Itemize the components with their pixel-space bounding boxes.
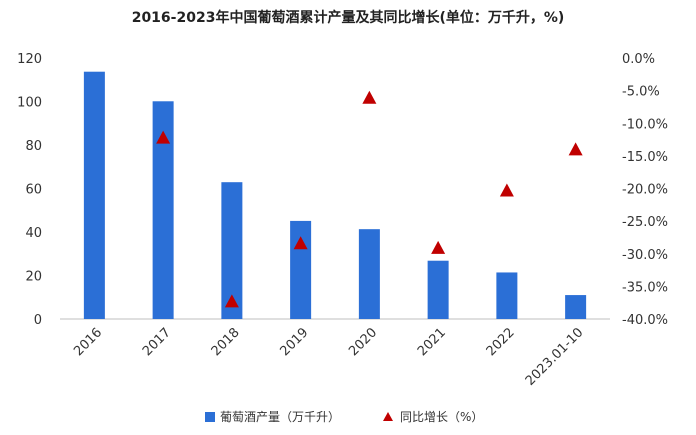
growth-marker [156, 130, 171, 144]
growth-marker [293, 236, 308, 250]
x-tick-label: 2020 [346, 325, 380, 359]
bars-layer [83, 71, 587, 319]
x-tick-label: 2018 [209, 325, 243, 359]
y-right-tick-label: -20.0% [622, 183, 668, 198]
growth-marker [362, 90, 377, 104]
y-right-tick-label: -15.0% [622, 150, 668, 165]
axis-layer: 0 20 40 60 80 100 120 -40.0% -35.0% -30.0% -25.0% -… [17, 52, 668, 328]
legend-label-production: 葡萄酒产量（万千升） [220, 410, 340, 424]
y-left-tick-label: 0 [34, 313, 42, 328]
x-tick-label: 2022 [484, 325, 518, 359]
y-right-tick-label: 0.0% [622, 52, 655, 67]
bar [358, 229, 380, 319]
bar [290, 220, 312, 319]
legend-label-growth: 同比增长（%） [400, 410, 483, 424]
x-tick-label: 2021 [415, 325, 449, 359]
y-right-tick-label: -30.0% [622, 248, 668, 263]
bar [565, 295, 587, 319]
markers-layer [156, 90, 583, 308]
y-left-tick-label: 40 [25, 226, 42, 241]
y-left-tick-label: 60 [25, 183, 42, 198]
x-tick-label: 2016 [71, 325, 105, 359]
x-tick-label: 2023.01-10 [523, 325, 587, 389]
bar [496, 272, 518, 319]
y-left-tick-label: 100 [17, 96, 42, 111]
x-tick-labels: 2016 2017 2018 2019 2020 2021 2022 2023.01-10 [71, 325, 586, 389]
x-tick-label: 2017 [140, 325, 174, 359]
legend-swatch-growth [383, 412, 393, 421]
growth-marker [431, 240, 446, 254]
bar [427, 260, 449, 319]
y-left-tick-label: 80 [25, 139, 42, 154]
bar [221, 182, 243, 319]
y-left-tick-label: 120 [17, 52, 42, 67]
bar [152, 101, 174, 319]
chart-title: 2016-2023年中国葡萄酒累计产量及其同比增长(单位：万千升，%) [132, 9, 565, 26]
y-right-tick-label: -40.0% [622, 313, 668, 328]
y-right-tick-label: -10.0% [622, 117, 668, 132]
y-right-tick-label: -5.0% [622, 85, 660, 100]
y-left-tick-label: 20 [25, 270, 42, 285]
bar [83, 71, 105, 319]
legend-swatch-production [205, 412, 215, 422]
legend: 葡萄酒产量（万千升） 同比增长（%） [205, 410, 483, 424]
growth-marker [499, 183, 514, 197]
growth-marker [224, 294, 239, 308]
x-tick-label: 2019 [277, 325, 311, 359]
growth-marker [568, 142, 583, 156]
y-right-tick-label: -35.0% [622, 280, 668, 295]
y-right-tick-label: -25.0% [622, 215, 668, 230]
